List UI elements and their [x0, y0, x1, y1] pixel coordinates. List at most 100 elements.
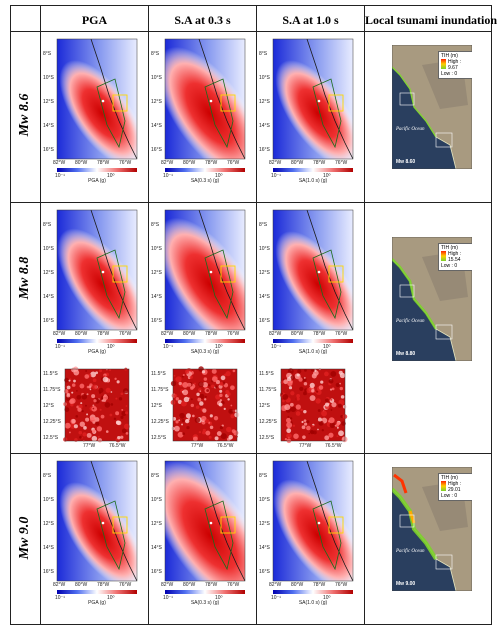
lat-tick-label: 14°S	[43, 545, 54, 551]
lat-tick-label: 8°S	[151, 51, 160, 57]
lat-tick-label: 14°S	[259, 294, 270, 300]
coastline	[198, 210, 245, 330]
zoom-lat-tick: 11.75°S	[151, 387, 169, 393]
hazard-map	[272, 38, 354, 160]
hazard-field	[57, 210, 137, 330]
colorbar-tick: 10⁻¹	[271, 344, 281, 350]
lima-inset-box	[112, 516, 128, 534]
row-separator-1	[10, 202, 492, 203]
hazard-map	[272, 460, 354, 582]
lon-tick-label: 82°W	[161, 331, 174, 337]
tsunami-legend-colorbar	[441, 59, 446, 69]
tsunami-legend-colorbar	[441, 481, 446, 491]
lat-tick-label: 16°S	[151, 569, 162, 575]
rupture-outline	[312, 249, 342, 320]
lat-tick-label: 8°S	[43, 51, 52, 57]
zoom-lat-tick: 12.5°S	[151, 435, 167, 441]
epicenter-marker	[317, 521, 321, 525]
colorbar-tick: 10⁻¹	[271, 173, 281, 179]
lon-tick-label: 82°W	[53, 331, 66, 337]
tsunami-legend-title: TIH (m)	[441, 53, 458, 59]
colorbar-tick: 10⁰	[323, 595, 331, 601]
colorbar-tick: 10⁻¹	[55, 173, 65, 179]
magnitude-tag: Mw 9.00	[396, 581, 416, 587]
zoom-lat-tick: 12.25°S	[43, 419, 61, 425]
rupture-outline	[204, 500, 234, 571]
coastline	[306, 461, 353, 581]
lima-inset-box	[328, 516, 344, 534]
lon-tick-label: 78°W	[205, 582, 218, 588]
lon-tick-label: 80°W	[183, 331, 196, 337]
lon-tick-label: 80°W	[291, 331, 304, 337]
row-separator-2	[10, 453, 492, 454]
lon-tick-label: 78°W	[97, 160, 110, 166]
zoom-map-panel: 11.5°S 11.75°S 12°S 12.25°S 12.5°S 77°W 76.5°W	[151, 365, 253, 451]
magnitude-tag: Mw 8.60	[396, 159, 416, 165]
lon-tick-label: 76°W	[119, 582, 132, 588]
coastline	[90, 210, 137, 330]
lon-tick-label: 76°W	[335, 331, 348, 337]
colorbar-title: SA(0.3 s) (g)	[190, 600, 220, 606]
zoom-lat-tick: 11.75°S	[259, 387, 277, 393]
lat-tick-label: 12°S	[43, 521, 54, 527]
lat-tick-label: 8°S	[259, 51, 268, 57]
lat-tick-label: 8°S	[151, 222, 160, 228]
row-label-mw86: Mw 8.6	[17, 93, 32, 137]
lon-tick-label: 78°W	[97, 582, 110, 588]
hazard-field	[273, 39, 353, 159]
hazard-map	[56, 460, 138, 582]
lat-tick-label: 10°S	[259, 497, 270, 503]
zoom-lat-tick: 11.5°S	[43, 371, 58, 377]
coastline	[90, 461, 137, 581]
lon-tick-label: 76°W	[335, 582, 348, 588]
lon-tick-label: 78°W	[97, 331, 110, 337]
hazard-map-panel: 8°S 10°S 12°S 14°S 16°S 82°W 80°W 78°W 76°W 10⁻¹ 1…	[43, 206, 145, 362]
lat-tick-label: 12°S	[259, 521, 270, 527]
header-pga: PGA	[81, 13, 108, 27]
zoom-map-panel: 11.5°S 11.75°S 12°S 12.25°S 12.5°S 77°W 76.5°W	[259, 365, 361, 451]
lon-tick-label: 82°W	[269, 160, 282, 166]
colorbar-tick: 10⁻¹	[271, 595, 281, 601]
hazard-map	[56, 209, 138, 331]
epicenter-marker	[101, 99, 105, 103]
ocean-label: Pacific Ocean	[396, 319, 425, 324]
coastline	[198, 39, 245, 159]
colorbar	[165, 339, 245, 343]
lat-tick-label: 14°S	[259, 545, 270, 551]
colorbar-tick: 10⁰	[323, 344, 331, 350]
zoom-lat-tick: 12°S	[259, 403, 270, 409]
hazard-map-panel: 8°S 10°S 12°S 14°S 16°S 82°W 80°W 78°W 76°W 10⁻¹ 1…	[43, 457, 145, 613]
lat-tick-label: 12°S	[151, 521, 162, 527]
lon-tick-label: 80°W	[183, 160, 196, 166]
rupture-outline	[96, 249, 126, 320]
epicenter-marker	[209, 99, 213, 103]
lat-tick-label: 10°S	[259, 246, 270, 252]
rupture-outline	[312, 78, 342, 149]
lima-inset-box	[112, 94, 128, 112]
lat-tick-label: 16°S	[151, 147, 162, 153]
lon-tick-label: 76°W	[227, 331, 240, 337]
ocean-label: Pacific Ocean	[396, 549, 425, 554]
hazard-field	[165, 210, 245, 330]
colorbar	[57, 168, 137, 172]
lat-tick-label: 12°S	[151, 270, 162, 276]
figure-grid: PGA S.A at 0.3 s S.A at 1.0 s Local tsun…	[10, 5, 498, 625]
lon-tick-label: 82°W	[269, 331, 282, 337]
col-separator-1	[148, 5, 149, 625]
header-separator	[10, 31, 492, 32]
table-border-top	[10, 5, 492, 6]
header-tsunami: Local tsunami inundation	[365, 13, 498, 27]
header-sa03: S.A at 0.3 s	[174, 13, 231, 27]
lon-tick-label: 82°W	[53, 160, 66, 166]
tsunami-legend-title: TIH (m)	[441, 475, 458, 481]
lat-tick-label: 8°S	[259, 222, 268, 228]
rupture-outline	[96, 500, 126, 571]
zoom-lon-tick: 76.5°W	[325, 443, 342, 449]
lat-tick-label: 14°S	[151, 294, 162, 300]
hazard-map	[56, 38, 138, 160]
table-border-bottom	[10, 624, 492, 625]
lat-tick-label: 10°S	[259, 75, 270, 81]
col-separator-2	[256, 5, 257, 625]
lima-inset-box	[112, 265, 128, 283]
zoom-map-panel: 11.5°S 11.75°S 12°S 12.25°S 12.5°S 77°W 76.5°W	[43, 365, 145, 451]
